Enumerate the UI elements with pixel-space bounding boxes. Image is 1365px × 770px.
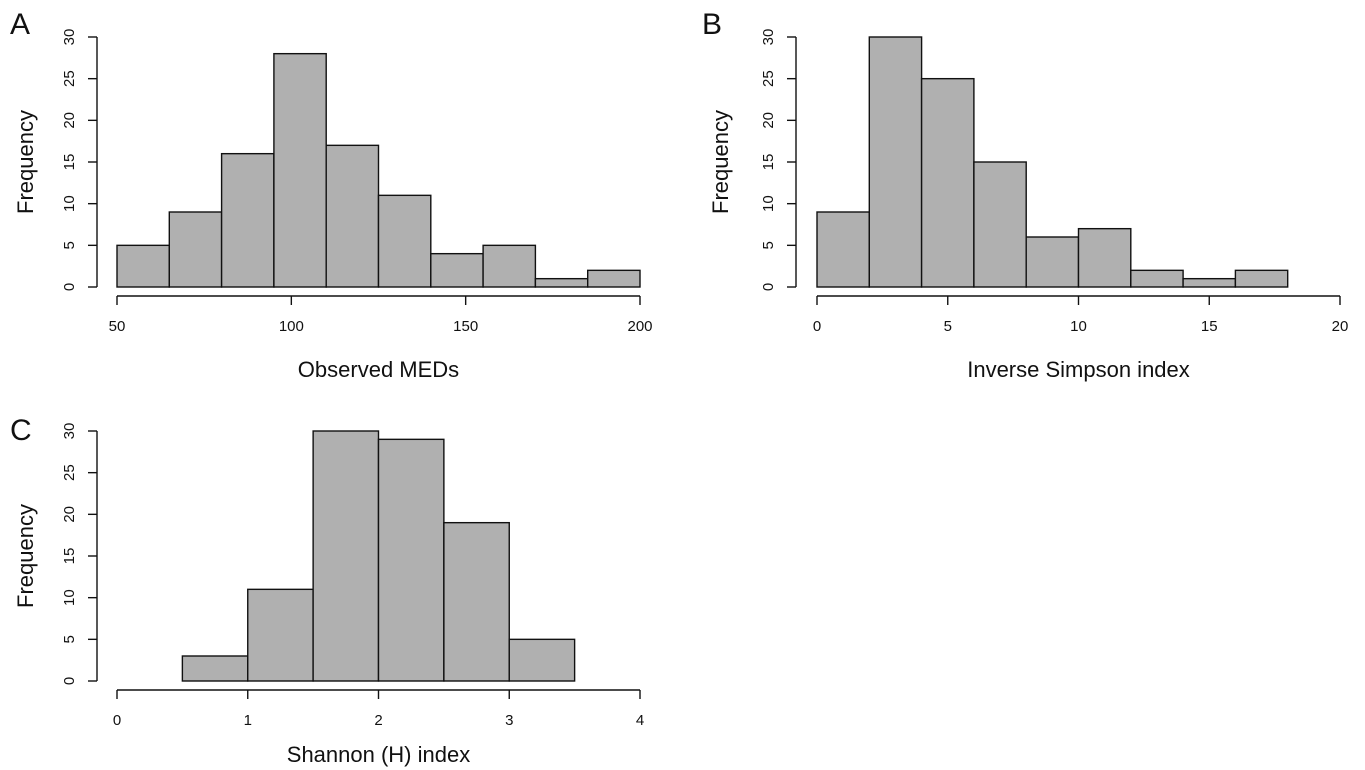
x-tick-label: 2 — [374, 712, 382, 729]
y-tick-label: 20 — [61, 112, 78, 129]
panel-label: B — [702, 8, 722, 41]
x-tick-label: 200 — [627, 318, 652, 335]
histogram-bar — [1025, 236, 1080, 288]
y-tick-label: 0 — [61, 677, 78, 685]
x-tick-label: 100 — [279, 318, 304, 335]
y-tick-label: 5 — [760, 241, 777, 249]
histogram-bar — [168, 211, 223, 288]
histogram-bar — [587, 269, 641, 288]
histogram-bar — [377, 194, 432, 288]
histogram-bar — [534, 277, 589, 288]
y-tick-label: 25 — [61, 464, 78, 481]
histogram-panel-a: 50 100 150 200 0 5 10 15 20 25 30 Observed MEDs Freq… — [10, 8, 653, 382]
x-tick-label: 4 — [636, 712, 644, 729]
x-tick-label: 20 — [1332, 318, 1349, 335]
histogram-bar — [1182, 277, 1237, 288]
histogram-bar — [325, 144, 380, 288]
y-axis-label: Frequency — [708, 110, 733, 214]
x-tick-label: 10 — [1070, 318, 1087, 335]
y-axis-label: Frequency — [13, 110, 38, 214]
x-tick-label: 150 — [453, 318, 478, 335]
histogram-bar — [377, 438, 445, 682]
y-tick-label: 25 — [760, 70, 777, 87]
histogram-bar — [868, 36, 923, 288]
histogram-panel-b: 0 5 10 15 20 0 5 10 15 20 25 30 Inverse Simpson inde… — [702, 8, 1348, 382]
x-tick-label: 5 — [944, 318, 952, 335]
histogram-bar — [181, 655, 249, 682]
x-tick-label: 1 — [244, 712, 252, 729]
y-tick-label: 30 — [760, 29, 777, 46]
histogram-bar — [920, 77, 975, 288]
x-axis-label: Observed MEDs — [298, 357, 459, 382]
y-tick-label: 15 — [61, 548, 78, 565]
histogram-bar — [220, 152, 275, 288]
x-tick-label: 15 — [1201, 318, 1218, 335]
y-tick-label: 10 — [61, 589, 78, 606]
histogram-bar — [443, 521, 510, 682]
y-tick-label: 30 — [61, 29, 78, 46]
histogram-bar — [1234, 269, 1289, 288]
x-axis-label: Inverse Simpson index — [967, 357, 1190, 382]
y-tick-label: 20 — [760, 112, 777, 129]
histogram-bar — [816, 211, 870, 288]
x-tick-label: 50 — [109, 318, 126, 335]
y-tick-label: 15 — [760, 154, 777, 171]
y-tick-label: 0 — [760, 283, 777, 291]
y-tick-label: 5 — [61, 241, 78, 249]
panel-label: A — [10, 8, 30, 41]
y-tick-label: 30 — [61, 423, 78, 440]
y-tick-label: 5 — [61, 635, 78, 643]
x-axis-label: Shannon (H) index — [287, 742, 470, 767]
x-tick-label: 0 — [113, 712, 121, 729]
histogram-bar — [312, 430, 380, 682]
y-axis-label: Frequency — [13, 504, 38, 608]
histogram-bar — [247, 588, 314, 682]
y-tick-label: 10 — [61, 195, 78, 212]
y-tick-label: 10 — [760, 195, 777, 212]
panel-label: C — [10, 414, 32, 447]
histogram-bar — [116, 244, 170, 288]
x-tick-label: 0 — [813, 318, 821, 335]
histogram-bar — [1130, 269, 1184, 288]
x-tick-label: 3 — [505, 712, 513, 729]
histogram-bar — [430, 252, 484, 288]
histogram-panel-c: 0 1 2 3 4 0 5 10 15 20 25 30 Shannon (H) index Freque… — [10, 414, 644, 767]
histogram-bar — [482, 244, 537, 288]
y-tick-label: 0 — [61, 283, 78, 291]
histogram-bar — [1077, 227, 1132, 288]
y-tick-label: 20 — [61, 506, 78, 523]
histogram-bar — [973, 161, 1027, 288]
y-tick-label: 25 — [61, 70, 78, 87]
histogram-bar — [273, 52, 327, 288]
histogram-bar — [508, 638, 576, 682]
y-tick-label: 15 — [61, 154, 78, 171]
